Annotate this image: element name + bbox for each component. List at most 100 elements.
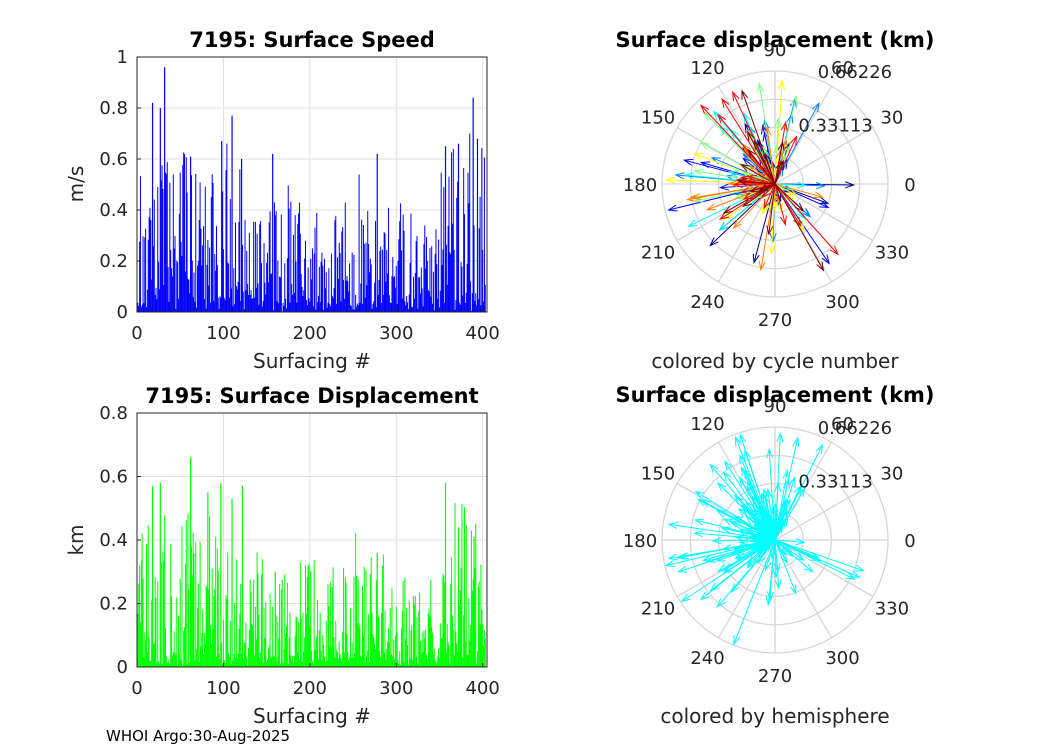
arrow-shaft [736,537,776,541]
arrow-head [813,191,825,199]
arrow-shaft [774,160,784,185]
angle-label: 300 [825,292,859,313]
y-tick-label: 0.8 [99,403,128,424]
arrow-head [716,598,726,608]
arrow-shaft [723,539,776,571]
arrow-head [736,178,748,186]
angle-label: 270 [758,666,792,687]
arrow-head [772,520,780,532]
arrow-head [742,198,753,208]
arrow-head [764,152,772,164]
displacement-arrow [774,183,825,272]
angle-label: 210 [641,243,675,264]
polar-spoke [717,183,776,283]
displacement-arrow [746,130,776,185]
arrow-head [739,454,747,465]
arrow-head [678,552,690,560]
arrow-head [722,518,733,526]
footer-stamp: WHOI Argo:30-Aug-2025 [106,727,290,745]
arrow-head [718,183,730,191]
arrow-head [734,494,744,505]
arrow-shaft [747,539,776,566]
x-tick-label: 300 [379,678,413,699]
arrow-head [724,460,733,471]
arrow-head [829,245,839,256]
arrow-head [739,163,751,172]
polar-cycle-title: Surface displacement (km) [615,28,934,52]
displacement-arrow [774,183,805,212]
displacement-arrow [774,183,787,226]
arrow-shaft [739,434,776,541]
arrow-head [719,125,729,135]
arrow-shaft [723,183,776,214]
arrow-head [749,185,760,193]
arrow-head [715,554,727,562]
arrow-head [764,126,772,137]
arrow-shaft [774,136,797,185]
displacement-arrow [774,183,798,197]
displacement-arrow [774,539,797,595]
angle-label: 150 [641,108,675,129]
arrow-head [789,135,798,146]
radial-tick-label: 0.33113 [798,115,872,136]
arrow-head [717,564,728,573]
polar-hemisphere-title: Surface displacement (km) [615,383,934,407]
speed-y-label: m/s [64,166,88,203]
displacement-arrow [764,126,776,185]
polar-displacement-cycle: Surface displacement (km) 0 30 60 90 120 150 1… [615,28,934,373]
speed-chart-title: 7195: Surface Speed [189,28,435,52]
polar-hemisphere-caption: colored by hemisphere [660,704,889,728]
arrow-head [722,205,733,214]
displacement-arrow [774,539,786,556]
arrow-head [777,140,785,152]
arrow-head [741,179,752,187]
arrow-head [784,547,794,558]
arrow-shaft [687,183,776,201]
arrow-shaft [747,481,776,541]
displacement-arrow [692,153,776,185]
x-tick-label: 100 [206,323,240,344]
arrow-shaft [774,539,797,594]
arrow-head [766,448,774,459]
arrow-head [718,211,730,220]
displacement-y-label: km [64,524,88,555]
arrow-shaft [721,98,776,185]
displacement-arrow [765,539,776,607]
arrow-head [728,170,739,178]
arrow-head [732,90,740,102]
angle-label: 180 [623,175,657,196]
arrow-head [699,142,710,150]
displacement-arrow [774,539,794,558]
arrow-head [758,260,766,272]
angle-label: 180 [623,531,657,552]
arrow-head [788,476,796,487]
arrow-shaft [774,539,864,572]
arrow-head [739,433,747,444]
displacement-arrow [699,104,776,185]
polar-cycle-caption: colored by cycle number [651,349,899,373]
displacement-arrow [722,539,776,571]
arrow-head [753,139,762,151]
displacement-arrow [736,539,776,560]
arrow-shaft [731,539,776,593]
y-tick-label: 0.6 [99,149,128,170]
arrow-head [746,130,755,141]
arrow-head [854,564,865,572]
angle-label: 120 [690,58,724,79]
displacement-bar-chart: 7195: Surface Displacement 0 100 200 300 400… [64,384,500,728]
speed-axes-box [136,56,488,313]
arrow-head [680,593,691,603]
arrow-head [731,546,743,554]
displacement-arrow [774,183,830,265]
angle-label: 60 [831,58,854,79]
arrow-head [757,184,769,192]
arrow-head [850,570,861,578]
displacement-arrow [733,539,776,646]
displacement-arrow [739,163,776,185]
angle-label: 90 [764,396,787,417]
angle-label: 150 [641,464,675,485]
arrow-head [746,480,755,491]
arrow-shaft [774,433,781,541]
arrow-shaft [774,183,806,186]
